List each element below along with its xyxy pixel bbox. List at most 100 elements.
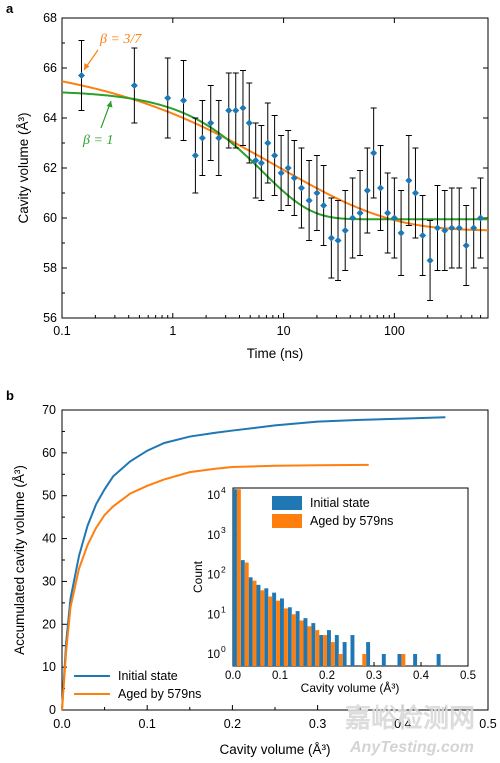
inset-bar-initial — [240, 560, 245, 666]
panel-b-y-label: Accumulated cavity volume (Å³) — [12, 465, 27, 655]
panel-b-x-label: Cavity volume (Å³) — [219, 742, 330, 757]
panel-a-data-point — [341, 227, 349, 234]
panel-a-data-point — [405, 177, 413, 184]
inset-bar-aged — [244, 562, 249, 666]
inset-y-tick-label: 10 — [207, 649, 220, 661]
panel-a-data-point — [356, 209, 364, 217]
panel-a-data-point — [455, 224, 463, 232]
panel-a-x-tick-label: 0.1 — [53, 324, 70, 338]
panel-b-line-initial — [61, 416, 446, 711]
panel-a-data-point — [180, 97, 188, 104]
inset-bar-initial — [366, 642, 371, 666]
panel-a-y-tick-label: 62 — [43, 161, 57, 175]
inset-bar-initial — [436, 654, 441, 666]
panel-a-data-point — [477, 214, 485, 222]
inset-x-tick-label: 0.3 — [366, 670, 382, 682]
inset-bar-aged — [315, 630, 320, 666]
panel-b-y-tick-label: 10 — [42, 660, 56, 674]
panel-a-x-tick-label: 1 — [169, 324, 176, 338]
panel-a-data-point — [384, 209, 392, 217]
inset-bar-aged — [362, 654, 367, 666]
panel-b-letter: b — [6, 388, 14, 403]
inset-legend-swatch — [272, 514, 302, 528]
panel-a-x-tick-label: 10 — [277, 324, 291, 338]
panel-a-x-tick-label: 100 — [384, 324, 405, 338]
inset-y-label: Count — [191, 560, 205, 593]
inset-bar-initial — [248, 577, 253, 666]
panel-a-data-point — [334, 237, 342, 244]
panel-b-y-tick-label: 70 — [42, 403, 56, 417]
panel-b-y-tick-label: 30 — [42, 574, 56, 588]
panel-a-data-point — [130, 82, 138, 89]
inset-y-tick-exponent: 1 — [221, 604, 226, 614]
inset-x-tick-label: 0.2 — [319, 670, 335, 682]
panel-b-legend-label: Aged by 579ns — [118, 687, 201, 701]
panel-a-data-point — [462, 242, 470, 249]
inset-bar-initial — [350, 635, 355, 666]
panel-a-data-point — [377, 184, 385, 192]
inset-bar-initial — [319, 635, 324, 666]
panel-a-data-point — [327, 234, 335, 242]
panel-b-x-tick-label: 0.5 — [479, 717, 496, 731]
inset-bar-initial — [397, 654, 402, 666]
panel-a-y-tick-label: 58 — [43, 261, 57, 275]
inset-bar-initial — [311, 623, 316, 666]
inset-y-tick-label: 10 — [207, 570, 220, 582]
panel-b-y-tick-label: 40 — [42, 532, 56, 546]
inset-bar-aged — [323, 635, 327, 666]
inset-bar-initial — [342, 642, 347, 666]
panel-a-data-point — [198, 134, 206, 142]
inset-legend-swatch — [272, 496, 302, 510]
panel-b-x-tick-label: 0.3 — [309, 717, 326, 731]
panel-a-data-point — [320, 202, 328, 209]
inset-bar-aged — [291, 614, 296, 666]
inset-y-tick-exponent: 0 — [221, 644, 226, 654]
panel-a-data-point — [239, 104, 247, 112]
panel-a-y-tick-label: 56 — [43, 311, 57, 325]
panel-b-line-aged — [61, 463, 369, 711]
panel-a-data-point — [257, 159, 265, 167]
inset-bar-aged — [283, 608, 288, 666]
panel-a-data-point — [245, 119, 253, 127]
panel-a-data-point — [78, 72, 86, 79]
panel-a-data-point — [264, 139, 272, 147]
panel-b-x-tick-label: 0.0 — [53, 717, 70, 731]
inset-bar-aged — [268, 596, 273, 666]
panel-a-data-point — [313, 189, 321, 197]
inset-legend-label: Aged by 579ns — [310, 514, 393, 528]
panel-a-data-point — [225, 107, 233, 114]
panel-a-data-point — [277, 169, 285, 177]
inset-y-tick-exponent: 3 — [221, 525, 226, 535]
panel-a-data-point — [411, 189, 419, 197]
panel-a-data-point — [297, 184, 305, 192]
inset-bar-initial — [264, 588, 269, 666]
panel-a-data-point — [433, 224, 441, 232]
inset-bar-aged — [260, 590, 265, 666]
panel-a-y-tick-label: 64 — [43, 111, 57, 125]
panel-a-y-tick-label: 66 — [43, 61, 57, 75]
panel-a-data-point — [349, 214, 357, 222]
panel-a-data-point — [390, 214, 398, 222]
inset-bar-initial — [413, 654, 418, 666]
panel-a-x-label: Time (ns) — [247, 346, 304, 361]
inset-bar-aged — [307, 626, 312, 666]
panel-a-data-point — [397, 229, 405, 237]
inset-x-tick-label: 0.1 — [272, 670, 288, 682]
panel-a-data-point — [215, 134, 223, 142]
panel-b-y-tick-label: 0 — [49, 703, 56, 717]
panel-b-y-tick-label: 60 — [42, 446, 56, 460]
panel-a-data-point — [426, 257, 434, 264]
panel-a-beta-1-label: β = 1 — [82, 133, 113, 148]
inset-y-tick-exponent: 2 — [221, 565, 226, 575]
panel-b-x-tick-label: 0.1 — [139, 717, 156, 731]
inset-bar-initial — [272, 592, 277, 666]
panel-a-beta-1-arrowhead — [106, 101, 113, 108]
inset-bar-initial — [327, 630, 331, 666]
inset-bar-aged — [401, 654, 406, 666]
panel-a-data-point — [191, 152, 199, 159]
panel-a-data-point — [164, 94, 172, 102]
inset-x-tick-label: 0.5 — [460, 670, 476, 682]
panel-a-data-point — [441, 227, 449, 234]
